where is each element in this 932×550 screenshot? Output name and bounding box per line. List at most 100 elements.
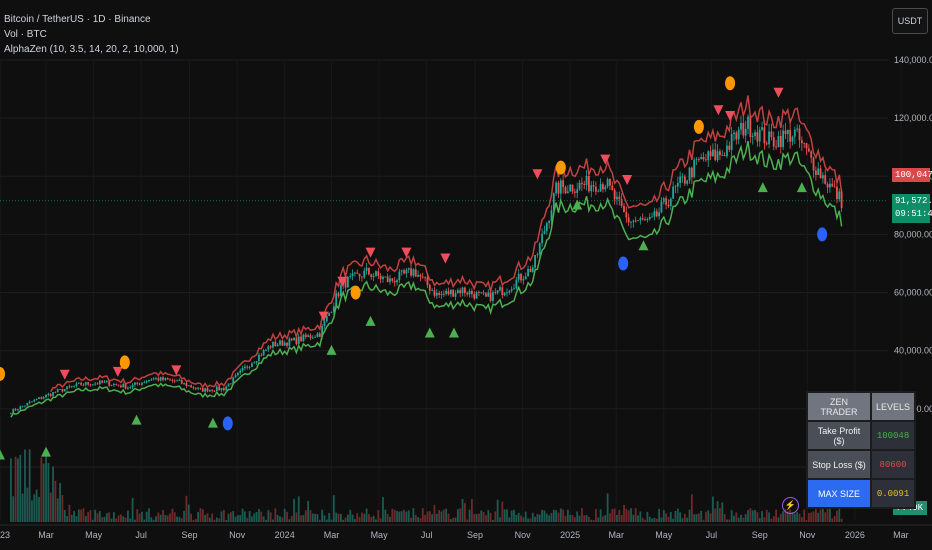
candle-body xyxy=(463,287,466,294)
volume-bar xyxy=(201,509,204,522)
volume-bar xyxy=(110,518,113,522)
candle-body xyxy=(590,185,593,192)
candle-body xyxy=(662,198,665,202)
take-profit-marker xyxy=(119,355,130,370)
volume-bar xyxy=(412,508,415,522)
volume-bar xyxy=(606,493,609,522)
currency-button[interactable]: USDT xyxy=(892,8,928,34)
candle-body xyxy=(833,186,836,188)
indicator-label[interactable]: AlphaZen (10, 3.5, 14, 20, 2, 10,000, 1) xyxy=(4,44,179,55)
candle-body xyxy=(82,384,85,386)
candle-body xyxy=(786,130,789,135)
candle-body xyxy=(335,293,338,307)
time-tick-label: Sep xyxy=(467,530,483,540)
candle-body xyxy=(204,388,207,392)
candle-body xyxy=(606,179,609,187)
volume-bar xyxy=(75,516,78,522)
candle-body xyxy=(134,382,136,385)
volume-bar xyxy=(506,509,508,522)
candle-body xyxy=(129,387,132,389)
volume-bar xyxy=(19,454,22,522)
volume-bar xyxy=(709,513,712,522)
volume-bar xyxy=(452,517,455,522)
volume-bar xyxy=(646,511,649,522)
price-candles xyxy=(10,114,843,415)
volume-bar xyxy=(108,512,111,522)
candle-body xyxy=(145,381,148,383)
volume-bar xyxy=(810,512,813,522)
volume-bar xyxy=(728,519,731,522)
candle-body xyxy=(148,379,150,382)
candle-body xyxy=(758,129,761,142)
volume-bar xyxy=(382,497,384,522)
volume-bar xyxy=(641,517,644,522)
candle-body xyxy=(840,191,843,209)
candle-body xyxy=(281,340,284,346)
volume-bar xyxy=(494,511,497,522)
volume-bar xyxy=(344,517,347,522)
candle-body xyxy=(229,383,232,385)
volume-bar xyxy=(164,514,167,522)
candle-body xyxy=(295,337,298,344)
volume-bar xyxy=(578,515,581,522)
stop-hit-marker xyxy=(222,416,233,431)
volume-bars xyxy=(10,448,843,522)
volume-bar xyxy=(96,513,99,522)
volume-bar xyxy=(141,511,143,522)
volume-bar xyxy=(361,512,363,522)
signal-markers xyxy=(0,76,828,460)
candle-body xyxy=(192,387,195,389)
candle-body xyxy=(735,132,738,140)
buy-signal-marker xyxy=(131,414,142,425)
volume-bar xyxy=(793,513,796,522)
candle-body xyxy=(648,216,651,219)
candle-body xyxy=(510,289,513,291)
volume-label[interactable]: Vol · BTC xyxy=(4,29,47,40)
volume-bar xyxy=(417,517,419,522)
volume-bar xyxy=(323,515,326,522)
candle-body xyxy=(421,276,424,278)
candle-body xyxy=(122,384,125,388)
candle-body xyxy=(625,212,628,218)
volume-bar xyxy=(686,517,689,522)
buy-signal-marker xyxy=(326,344,337,355)
candle-body xyxy=(24,405,26,407)
volume-bar xyxy=(719,508,721,522)
candle-body xyxy=(262,350,265,356)
lightning-icon[interactable]: ⚡ xyxy=(782,497,799,514)
volume-bar xyxy=(473,514,476,522)
volume-bar xyxy=(714,508,717,522)
candle-body xyxy=(496,290,499,293)
volume-bar xyxy=(431,514,434,522)
volume-bar xyxy=(288,519,291,522)
volume-bar xyxy=(812,511,815,522)
upper-band-price-tag: 100,047.89 xyxy=(892,168,932,182)
volume-bar xyxy=(435,513,438,522)
candle-body xyxy=(686,180,689,184)
symbol-title[interactable]: Bitcoin / TetherUS · 1D · Binance xyxy=(4,14,151,25)
candle-body xyxy=(674,186,677,188)
volume-bar xyxy=(492,519,494,522)
candle-body xyxy=(716,151,719,160)
sell-signal-marker xyxy=(401,247,412,258)
volume-bar xyxy=(199,508,202,522)
volume-bar xyxy=(169,513,171,522)
volume-bar xyxy=(707,510,710,522)
candle-body xyxy=(398,271,401,281)
volume-bar xyxy=(543,510,546,522)
candle-body xyxy=(255,361,258,363)
candle-body xyxy=(770,131,773,138)
volume-bar xyxy=(791,512,794,522)
candle-body xyxy=(396,280,398,283)
sell-signal-marker xyxy=(318,311,329,322)
volume-bar xyxy=(84,516,87,522)
candle-body xyxy=(805,143,808,149)
volume-bar xyxy=(211,513,214,522)
candle-body xyxy=(812,157,815,171)
candle-body xyxy=(391,278,394,281)
volume-bar xyxy=(482,511,485,522)
volume-bar xyxy=(251,516,253,522)
volume-bar xyxy=(150,517,153,522)
volume-bar xyxy=(508,517,511,522)
